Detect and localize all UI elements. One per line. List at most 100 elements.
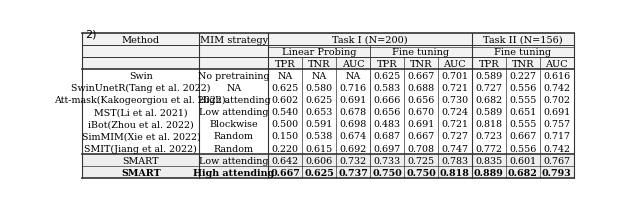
Text: NA: NA (227, 84, 241, 93)
Text: 0.656: 0.656 (373, 108, 401, 117)
Text: 0.730: 0.730 (442, 96, 468, 105)
Bar (83, 130, 573, 142)
Text: High attending: High attending (193, 168, 275, 177)
Text: 0.601: 0.601 (509, 156, 536, 165)
Text: 0.616: 0.616 (543, 72, 570, 81)
Text: iBot(Zhou et al. 2022): iBot(Zhou et al. 2022) (88, 120, 194, 129)
Text: SwinUnetR(Tang et al. 2022): SwinUnetR(Tang et al. 2022) (71, 84, 211, 93)
Text: 0.580: 0.580 (306, 84, 333, 93)
Text: 0.725: 0.725 (408, 156, 435, 165)
Bar (83, 82, 573, 94)
Text: 0.702: 0.702 (543, 96, 570, 105)
Text: 0.691: 0.691 (407, 120, 435, 129)
Text: 0.742: 0.742 (543, 84, 570, 93)
Text: 0.500: 0.500 (272, 120, 299, 129)
Bar (83, 118, 573, 130)
Text: AUC: AUC (545, 60, 568, 69)
Text: 0.698: 0.698 (339, 120, 367, 129)
Text: Task II (N=156): Task II (N=156) (483, 35, 563, 44)
Bar (83, 46, 573, 58)
Text: SimMIM(Xie et al. 2022): SimMIM(Xie et al. 2022) (81, 132, 200, 141)
Text: 0.589: 0.589 (475, 72, 502, 81)
Text: 0.483: 0.483 (374, 120, 401, 129)
Text: SMART: SMART (123, 156, 159, 165)
Bar (83, 106, 573, 118)
Text: Blockwise: Blockwise (209, 120, 258, 129)
Text: 0.757: 0.757 (543, 120, 570, 129)
Text: 0.716: 0.716 (340, 84, 367, 93)
Text: 0.589: 0.589 (475, 108, 502, 117)
Text: 0.750: 0.750 (372, 168, 402, 177)
Text: 0.227: 0.227 (509, 72, 536, 81)
Text: Low attending: Low attending (199, 156, 269, 165)
Text: 0.606: 0.606 (306, 156, 333, 165)
Text: 0.653: 0.653 (305, 108, 333, 117)
Text: 0.667: 0.667 (407, 132, 435, 141)
Text: SMART: SMART (121, 168, 161, 177)
Text: 0.678: 0.678 (340, 108, 367, 117)
Text: 0.556: 0.556 (509, 144, 536, 153)
Text: NA: NA (312, 72, 327, 81)
Text: 0.783: 0.783 (442, 156, 468, 165)
Text: 0.538: 0.538 (306, 132, 333, 141)
Text: 2): 2) (85, 29, 97, 39)
Text: 0.772: 0.772 (476, 144, 502, 153)
Bar (83, 166, 573, 178)
Text: 0.625: 0.625 (306, 96, 333, 105)
Text: 0.150: 0.150 (272, 132, 299, 141)
Text: Task I (N=200): Task I (N=200) (332, 35, 408, 44)
Text: 0.691: 0.691 (339, 96, 367, 105)
Text: 0.691: 0.691 (543, 108, 570, 117)
Text: 0.723: 0.723 (475, 132, 502, 141)
Text: Att-mask(Kakogeorgiou et al. 2022).: Att-mask(Kakogeorgiou et al. 2022). (54, 96, 228, 105)
Text: 0.666: 0.666 (373, 96, 401, 105)
Text: NA: NA (278, 72, 293, 81)
Text: Random: Random (214, 132, 254, 141)
Text: 0.540: 0.540 (272, 108, 299, 117)
Bar (83, 70, 573, 82)
Text: Fine tuning: Fine tuning (494, 48, 551, 57)
Text: MIM strategy: MIM strategy (200, 35, 268, 44)
Text: 0.583: 0.583 (373, 84, 401, 93)
Text: NA: NA (346, 72, 361, 81)
Text: 0.889: 0.889 (474, 168, 504, 177)
Text: 0.687: 0.687 (374, 132, 401, 141)
Text: 0.737: 0.737 (338, 168, 368, 177)
Text: 0.667: 0.667 (407, 72, 435, 81)
Text: High attending: High attending (198, 96, 270, 105)
Text: Linear Probing: Linear Probing (282, 48, 356, 57)
Text: 0.688: 0.688 (408, 84, 435, 93)
Text: 0.697: 0.697 (373, 144, 401, 153)
Text: 0.556: 0.556 (509, 84, 536, 93)
Text: 0.701: 0.701 (442, 72, 468, 81)
Text: 0.682: 0.682 (475, 96, 502, 105)
Text: 0.721: 0.721 (442, 120, 468, 129)
Text: 0.642: 0.642 (272, 156, 299, 165)
Text: 0.747: 0.747 (442, 144, 468, 153)
Text: 0.835: 0.835 (475, 156, 502, 165)
Text: 0.651: 0.651 (509, 108, 536, 117)
Text: 0.615: 0.615 (306, 144, 333, 153)
Text: TNR: TNR (511, 60, 534, 69)
Text: 0.670: 0.670 (408, 108, 435, 117)
Text: TPR: TPR (275, 60, 296, 69)
Text: MST(Li et al. 2021): MST(Li et al. 2021) (94, 108, 188, 117)
Text: Fine tuning: Fine tuning (392, 48, 449, 57)
Text: 0.667: 0.667 (270, 168, 300, 177)
Text: 0.727: 0.727 (442, 132, 468, 141)
Text: 0.818: 0.818 (476, 120, 502, 129)
Text: 0.555: 0.555 (509, 96, 536, 105)
Text: 0.591: 0.591 (306, 120, 333, 129)
Text: 0.625: 0.625 (373, 72, 401, 81)
Text: 0.667: 0.667 (509, 132, 536, 141)
Text: Method: Method (122, 35, 160, 44)
Text: 0.708: 0.708 (408, 144, 435, 153)
Text: TPR: TPR (377, 60, 397, 69)
Text: 0.692: 0.692 (339, 144, 367, 153)
Text: Random: Random (214, 144, 254, 153)
Text: 0.625: 0.625 (272, 84, 299, 93)
Text: 0.818: 0.818 (440, 168, 470, 177)
Bar (83, 154, 573, 166)
Text: 0.724: 0.724 (442, 108, 468, 117)
Text: 0.625: 0.625 (305, 168, 334, 177)
